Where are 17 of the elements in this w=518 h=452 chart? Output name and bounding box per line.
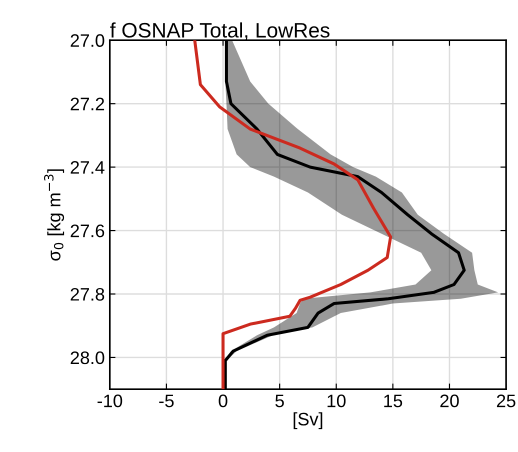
y-tick-label: 27.6 <box>70 224 104 238</box>
x-axis-title: [Sv] <box>294 412 322 430</box>
x-tick-label: 5 <box>275 394 284 408</box>
y-tick-label: 28.0 <box>70 351 104 364</box>
x-tick-label: 25 <box>496 394 516 408</box>
x-tick-label: 15 <box>384 394 402 408</box>
x-tick-label: 10 <box>328 394 346 408</box>
chart-title: f OSNAP Total, LowRes <box>110 22 330 40</box>
x-tick-label: -10 <box>98 394 122 408</box>
x-tick-label: -5 <box>159 394 174 408</box>
x-tick-label: 20 <box>440 394 459 408</box>
y-tick-label: 27.0 <box>70 34 104 47</box>
y-tick-label: 27.8 <box>70 288 104 301</box>
y-tick-label: 27.4 <box>70 161 104 174</box>
x-tick-label: 0 <box>218 394 228 408</box>
y-tick-label: 27.2 <box>70 98 104 110</box>
y-axis-title: σ$_{0}$ [kg m$^{−3}$] <box>44 169 64 261</box>
